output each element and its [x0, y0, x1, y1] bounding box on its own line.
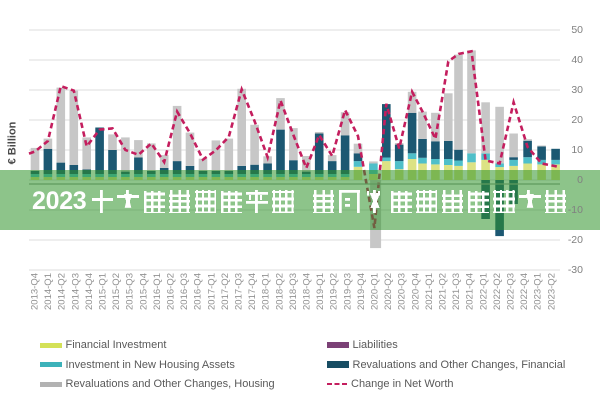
svg-text:2017-Q1: 2017-Q1	[206, 273, 217, 310]
svg-text:2016-Q2: 2016-Q2	[166, 273, 177, 310]
svg-text:2019-Q4: 2019-Q4	[356, 273, 367, 310]
svg-text:2020-Q3: 2020-Q3	[397, 273, 408, 310]
svg-text:2021-Q1: 2021-Q1	[424, 273, 435, 310]
svg-text:2020-Q1: 2020-Q1	[370, 273, 381, 310]
svg-text:2016-Q3: 2016-Q3	[179, 273, 190, 310]
svg-text:2019-Q3: 2019-Q3	[342, 273, 353, 310]
svg-text:2016-Q1: 2016-Q1	[152, 273, 163, 310]
svg-text:2019-Q1: 2019-Q1	[315, 273, 326, 310]
svg-text:2017-Q2: 2017-Q2	[220, 273, 231, 310]
svg-text:2018-Q4: 2018-Q4	[302, 273, 313, 310]
svg-text:2015-Q2: 2015-Q2	[111, 273, 122, 310]
svg-text:2014-Q2: 2014-Q2	[57, 273, 68, 310]
svg-text:2014-Q4: 2014-Q4	[84, 273, 95, 310]
svg-text:2014-Q1: 2014-Q1	[43, 273, 54, 310]
svg-text:2018-Q1: 2018-Q1	[261, 273, 272, 310]
svg-text:2023-Q2: 2023-Q2	[546, 273, 557, 310]
svg-text:2018-Q2: 2018-Q2	[274, 273, 285, 310]
svg-text:2023-Q1: 2023-Q1	[533, 273, 544, 310]
svg-text:2014-Q3: 2014-Q3	[70, 273, 81, 310]
svg-text:2021-Q2: 2021-Q2	[438, 273, 449, 310]
svg-text:2018-Q3: 2018-Q3	[288, 273, 299, 310]
svg-text:2022-Q2: 2022-Q2	[492, 273, 503, 310]
svg-text:2020-Q4: 2020-Q4	[410, 273, 421, 310]
svg-text:2015-Q3: 2015-Q3	[125, 273, 136, 310]
svg-text:2017-Q3: 2017-Q3	[234, 273, 245, 310]
svg-text:2022-Q3: 2022-Q3	[506, 273, 517, 310]
svg-text:2021-Q4: 2021-Q4	[465, 273, 476, 310]
svg-text:2015-Q4: 2015-Q4	[138, 273, 149, 310]
svg-text:2020-Q2: 2020-Q2	[383, 273, 394, 310]
svg-text:2021-Q3: 2021-Q3	[451, 273, 462, 310]
svg-text:2015-Q1: 2015-Q1	[98, 273, 109, 310]
svg-text:2022-Q1: 2022-Q1	[478, 273, 489, 310]
svg-text:2019-Q2: 2019-Q2	[329, 273, 340, 310]
svg-text:2013-Q4: 2013-Q4	[30, 273, 41, 310]
svg-text:2016-Q4: 2016-Q4	[193, 273, 204, 310]
svg-text:2017-Q4: 2017-Q4	[247, 273, 258, 310]
svg-text:2022-Q4: 2022-Q4	[519, 273, 530, 310]
svg-text:€ Billion: € Billion	[7, 121, 19, 164]
